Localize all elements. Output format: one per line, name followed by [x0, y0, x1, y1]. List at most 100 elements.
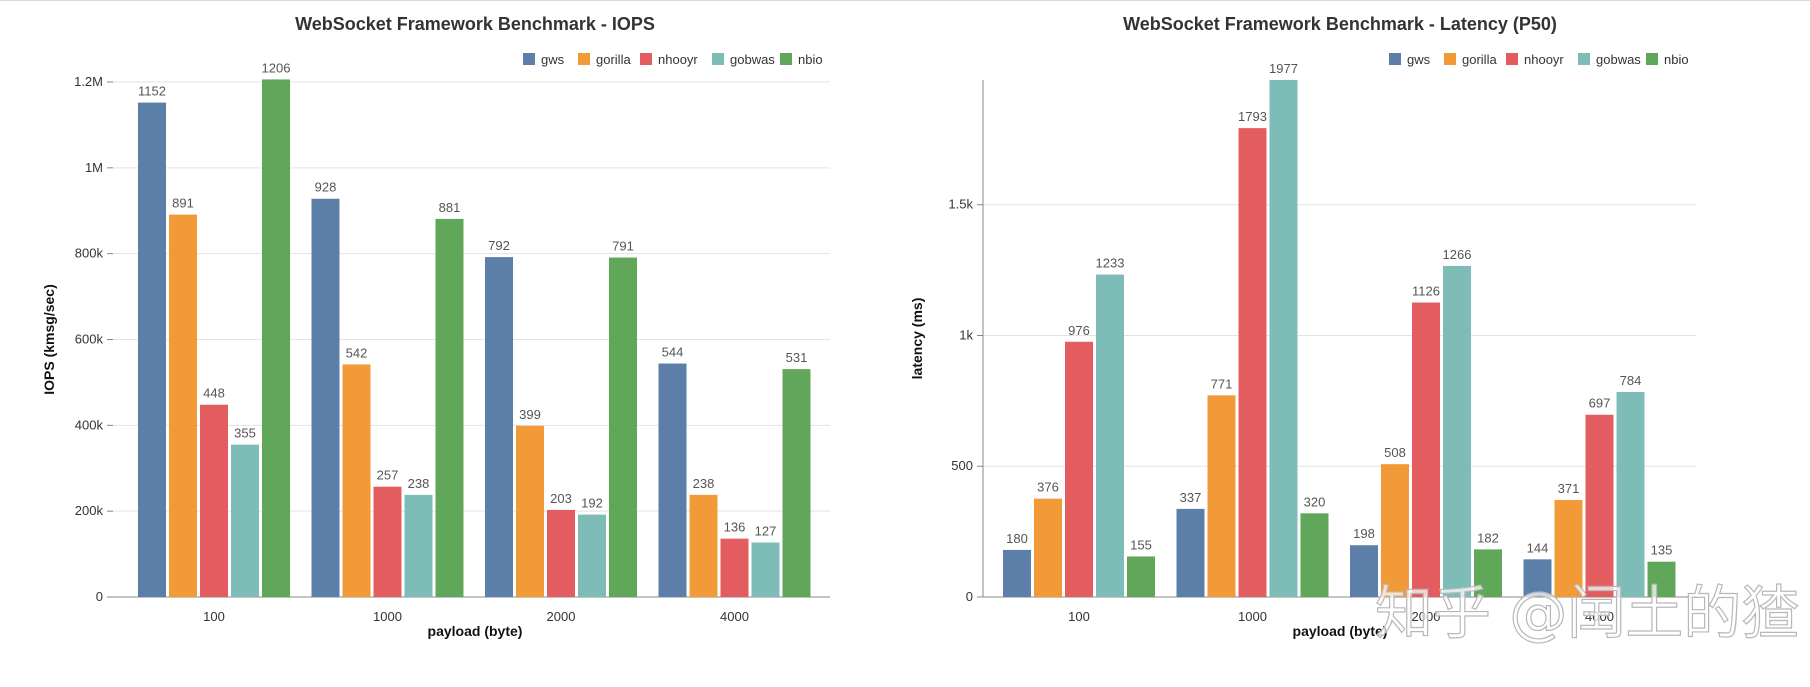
data-label: 881 — [439, 200, 461, 215]
data-label: 1793 — [1238, 109, 1267, 124]
data-label: 1126 — [1412, 284, 1440, 299]
y-tick-label: 500 — [951, 458, 973, 473]
data-label: 1977 — [1269, 61, 1298, 76]
legend-swatch-gobwas — [712, 53, 724, 65]
legend-swatch-nhooyr — [640, 53, 652, 65]
bar-gorilla-2000 — [1381, 464, 1409, 597]
bar-gorilla-4000 — [689, 494, 718, 597]
bar-nhooyr-2000 — [547, 509, 575, 597]
bar-gobwas-4000 — [751, 542, 780, 597]
legend-swatch-gws — [1389, 53, 1401, 65]
legend-label-nhooyr: nhooyr — [1524, 52, 1564, 67]
bar-gorilla-2000 — [516, 425, 544, 597]
data-label: 238 — [408, 476, 430, 491]
y-axis-label: latency (ms) — [909, 298, 925, 380]
bar-nbio-1000 — [1300, 513, 1329, 597]
bar-nbio-4000 — [1647, 561, 1676, 597]
legend-swatch-nbio — [780, 53, 792, 65]
data-label: 531 — [786, 350, 808, 365]
data-label: 192 — [581, 496, 603, 511]
data-label: 320 — [1304, 494, 1326, 509]
data-label: 697 — [1589, 396, 1611, 411]
y-tick-label: 1M — [85, 160, 103, 175]
data-label: 238 — [693, 476, 715, 491]
data-label: 784 — [1620, 373, 1642, 388]
data-label: 144 — [1527, 540, 1549, 555]
data-label: 257 — [377, 468, 399, 483]
bar-gws-4000 — [658, 363, 687, 597]
x-tick-label: 2000 — [547, 609, 576, 624]
bar-gws-1000 — [1176, 508, 1205, 597]
data-label: 771 — [1211, 376, 1233, 391]
bar-gobwas-1000 — [404, 494, 433, 597]
bar-nbio-100 — [262, 79, 290, 598]
data-label: 928 — [315, 180, 337, 195]
bar-gorilla-1000 — [1207, 395, 1236, 597]
chart-title: WebSocket Framework Benchmark - Latency … — [1123, 14, 1557, 34]
data-label: 542 — [346, 345, 368, 360]
legend-swatch-nbio — [1646, 53, 1658, 65]
data-label: 337 — [1180, 490, 1202, 505]
x-tick-label: 1000 — [373, 609, 402, 624]
data-label: 976 — [1068, 323, 1090, 338]
data-label: 891 — [172, 196, 194, 211]
legend-label-gorilla: gorilla — [596, 52, 631, 67]
bar-nhooyr-1000 — [1238, 128, 1267, 597]
legend-label-gws: gws — [1407, 52, 1431, 67]
bar-gws-2000 — [485, 257, 513, 597]
bar-gobwas-4000 — [1616, 391, 1645, 597]
bar-nhooyr-4000 — [720, 538, 749, 597]
bar-nbio-4000 — [782, 369, 811, 597]
bar-nbio-2000 — [1474, 549, 1502, 597]
data-label: 1266 — [1443, 247, 1472, 262]
bar-nhooyr-1000 — [373, 486, 402, 597]
bar-nhooyr-100 — [200, 404, 228, 597]
y-axis-label: IOPS (kmsg/sec) — [41, 284, 57, 395]
bar-gws-2000 — [1350, 545, 1378, 597]
bar-gws-100 — [138, 102, 166, 597]
x-axis-label: payload (byte) — [1293, 623, 1388, 639]
data-label: 203 — [550, 491, 572, 506]
data-label: 399 — [519, 407, 541, 422]
bar-gws-100 — [1003, 549, 1031, 597]
y-tick-label: 600k — [75, 332, 104, 347]
y-tick-label: 400k — [75, 417, 104, 432]
bar-nbio-1000 — [435, 218, 464, 597]
y-tick-label: 800k — [75, 246, 104, 261]
legend-swatch-gorilla — [1444, 53, 1456, 65]
bar-gws-1000 — [311, 198, 340, 597]
y-tick-label: 0 — [966, 589, 973, 604]
data-label: 355 — [234, 426, 256, 441]
bar-gobwas-100 — [1096, 274, 1124, 597]
y-tick-label: 200k — [75, 503, 104, 518]
bar-gorilla-4000 — [1554, 499, 1583, 597]
legend-label-nhooyr: nhooyr — [658, 52, 698, 67]
x-tick-label: 4000 — [1585, 609, 1614, 624]
watermark-text: 知乎 @闰土的猹 — [1375, 579, 1799, 647]
bar-gws-4000 — [1523, 559, 1552, 597]
data-label: 792 — [488, 238, 510, 253]
legend-label-gws: gws — [541, 52, 565, 67]
bar-nhooyr-100 — [1065, 341, 1093, 597]
data-label: 1152 — [138, 84, 166, 99]
data-label: 376 — [1037, 480, 1059, 495]
data-label: 198 — [1353, 526, 1375, 541]
bar-gobwas-1000 — [1269, 80, 1298, 597]
data-label: 180 — [1006, 531, 1028, 546]
data-label: 544 — [662, 345, 684, 360]
legend-swatch-nhooyr — [1506, 53, 1518, 65]
bar-gorilla-100 — [1034, 498, 1062, 597]
data-label: 1206 — [262, 60, 291, 75]
bar-nhooyr-2000 — [1412, 302, 1440, 597]
data-label: 135 — [1651, 543, 1673, 558]
legend-label-nbio: nbio — [798, 52, 823, 67]
bar-nhooyr-4000 — [1585, 414, 1614, 597]
x-tick-label: 1000 — [1238, 609, 1267, 624]
data-label: 136 — [724, 520, 746, 535]
data-label: 1233 — [1096, 256, 1125, 271]
legend-swatch-gws — [523, 53, 535, 65]
legend-label-nbio: nbio — [1664, 52, 1689, 67]
bar-gorilla-1000 — [342, 364, 371, 597]
legend-label-gorilla: gorilla — [1462, 52, 1497, 67]
